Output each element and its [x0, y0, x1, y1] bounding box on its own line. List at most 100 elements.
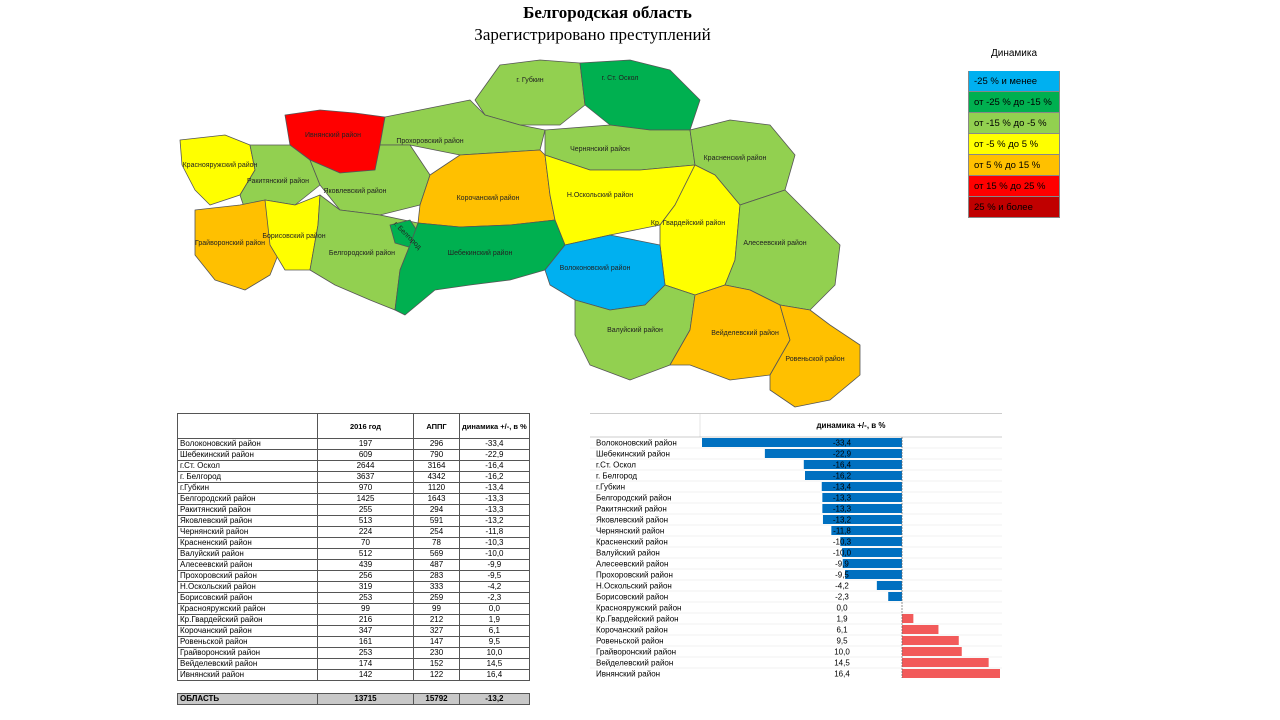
- table-row: Корочанский район 347 327 6,1: [177, 625, 530, 637]
- chart-category-label: г.Губкин: [596, 483, 625, 492]
- legend-item: от 15 % до 25 %: [968, 176, 1060, 197]
- table-cell-value: 1120: [413, 482, 460, 494]
- table-cell-name: Чернянский район: [177, 526, 318, 538]
- chart-value-label: 14,5: [834, 659, 850, 668]
- chart-category-label: Красненский район: [596, 538, 668, 547]
- table-cell-value: 3164: [413, 460, 460, 472]
- chart-bar: [822, 515, 902, 524]
- chart-category-label: Кр.Гвардейский район: [596, 615, 679, 624]
- table-cell-value: -9,5: [459, 570, 530, 582]
- table-cell-value: 790: [413, 449, 460, 461]
- table-row: Красненский район 70 78 -10,3: [177, 537, 530, 549]
- region-map: г. Губкин г. Ст. Оскол Ивнянский район П…: [179, 59, 861, 408]
- table-cell-value: 152: [413, 658, 460, 670]
- map-label-grayvoron: Грайворонский район: [195, 239, 265, 247]
- chart-value-label: 1,9: [836, 615, 848, 624]
- table-cell-value: 255: [317, 504, 414, 516]
- table-cell-name: Белгородский район: [177, 493, 318, 505]
- chart-value-label: -9,5: [835, 571, 849, 580]
- legend-item: от -15 % до -5 %: [968, 113, 1060, 134]
- chart-value-label: -10,3: [833, 538, 852, 547]
- table-cell-value: 224: [317, 526, 414, 538]
- map-label-belgorod-r: Белгородский район: [329, 249, 395, 257]
- table-cell-name: г.Губкин: [177, 482, 318, 494]
- table-row: г.Губкин 970 1120 -13,4: [177, 482, 530, 494]
- table-row: Белгородский район 1425 1643 -13,3: [177, 493, 530, 505]
- map-label-rovenki: Ровеньской район: [785, 355, 844, 363]
- chart-category-label: Валуйский район: [596, 549, 660, 558]
- table-cell-value: 3637: [317, 471, 414, 483]
- table-cell-value: 259: [413, 592, 460, 604]
- map-label-chernyanka: Чернянский район: [570, 145, 630, 153]
- table-cell-value: 254: [413, 526, 460, 538]
- table-cell-name: ОБЛАСТЬ: [177, 693, 318, 705]
- chart-bar: [842, 548, 902, 557]
- chart-value-label: -2,3: [835, 593, 849, 602]
- table-row: Н.Оскольский район 319 333 -4,2: [177, 581, 530, 593]
- chart-bar: [831, 526, 902, 535]
- table-cell-value: 512: [317, 548, 414, 560]
- table-row: Шебекинский район 609 790 -22,9: [177, 449, 530, 461]
- table-total-row: ОБЛАСТЬ 13715 15792 -13,2: [177, 693, 530, 705]
- table-spacer: [178, 681, 530, 694]
- table-cell-value: -11,8: [459, 526, 530, 538]
- map-district-shebekino[interactable]: [394, 219, 566, 316]
- table-cell-value: -33,4: [459, 438, 530, 450]
- map-district-rovenki[interactable]: [769, 304, 861, 408]
- chart-category-label: Шебекинский район: [596, 450, 670, 459]
- table-cell-value: 174: [317, 658, 414, 670]
- table-cell-value: 294: [413, 504, 460, 516]
- map-label-volokonovka: Волоконовский район: [560, 264, 631, 272]
- chart-category-label: Ракитянский район: [596, 505, 667, 514]
- map-label-gubkin: г. Губкин: [516, 76, 543, 84]
- map-label-shebekino: Шебекинский район: [448, 249, 513, 257]
- table-row: Грайворонский район 253 230 10,0: [177, 647, 530, 659]
- table-cell-value: 591: [413, 515, 460, 527]
- table-cell-name: Борисовский район: [177, 592, 318, 604]
- map-district-stoskol[interactable]: [579, 59, 701, 131]
- chart-value-label: -16,4: [833, 461, 852, 470]
- table-cell-value: 10,0: [459, 647, 530, 659]
- chart-bar: [902, 658, 989, 667]
- table-cell-value: -10,0: [459, 548, 530, 560]
- chart-category-label: Прохоровский район: [596, 571, 673, 580]
- chart-value-label: -13,3: [833, 505, 852, 514]
- table-cell-value: 347: [317, 625, 414, 637]
- table-cell-value: -13,2: [459, 693, 530, 705]
- legend-item: от 5 % до 15 %: [968, 155, 1060, 176]
- chart-bar: [821, 482, 902, 491]
- table-cell-value: 6,1: [459, 625, 530, 637]
- chart-category-label: Чернянский район: [596, 527, 664, 536]
- table-cell-value: 256: [317, 570, 414, 582]
- chart-category-label: Н.Оскольский район: [596, 582, 672, 591]
- table-cell-name: Валуйский район: [177, 548, 318, 560]
- table-cell-value: 161: [317, 636, 414, 648]
- table-cell-value: -10,3: [459, 537, 530, 549]
- chart-category-label: Корочанский район: [596, 626, 668, 635]
- map-label-prohorovka: Прохоровский район: [396, 137, 463, 145]
- table-cell-value: 970: [317, 482, 414, 494]
- table-row: Ровеньской район 161 147 9,5: [177, 636, 530, 648]
- map-label-krasnoyaruzh: Краснояружский район: [183, 161, 258, 169]
- table-row: Валуйский район 512 569 -10,0: [177, 548, 530, 560]
- chart-value-label: 6,1: [836, 626, 848, 635]
- table-cell-value: 142: [317, 669, 414, 681]
- table-cell-value: 1,9: [459, 614, 530, 626]
- table-cell-name: Корочанский район: [177, 625, 318, 637]
- table-cell-value: 253: [317, 647, 414, 659]
- map-district-korocha[interactable]: [417, 149, 556, 228]
- map-district-grayvoron[interactable]: [194, 199, 281, 291]
- table-cell-value: -16,4: [459, 460, 530, 472]
- chart-value-label: 10,0: [834, 648, 850, 657]
- chart-category-label: Волоконовский район: [596, 439, 677, 448]
- table-cell-value: 439: [317, 559, 414, 571]
- table-row: Вейделевский район 174 152 14,5: [177, 658, 530, 670]
- chart-value-label: -13,3: [833, 494, 852, 503]
- table-cell-value: 513: [317, 515, 414, 527]
- table-row: Кр.Гвардейский район 216 212 1,9: [177, 614, 530, 626]
- chart-value-label: -11,8: [833, 527, 851, 536]
- map-district-gubkin[interactable]: [474, 59, 586, 126]
- table-cell-value: 230: [413, 647, 460, 659]
- chart-bar: [702, 438, 902, 447]
- chart-category-label: Краснояружский район: [596, 604, 681, 613]
